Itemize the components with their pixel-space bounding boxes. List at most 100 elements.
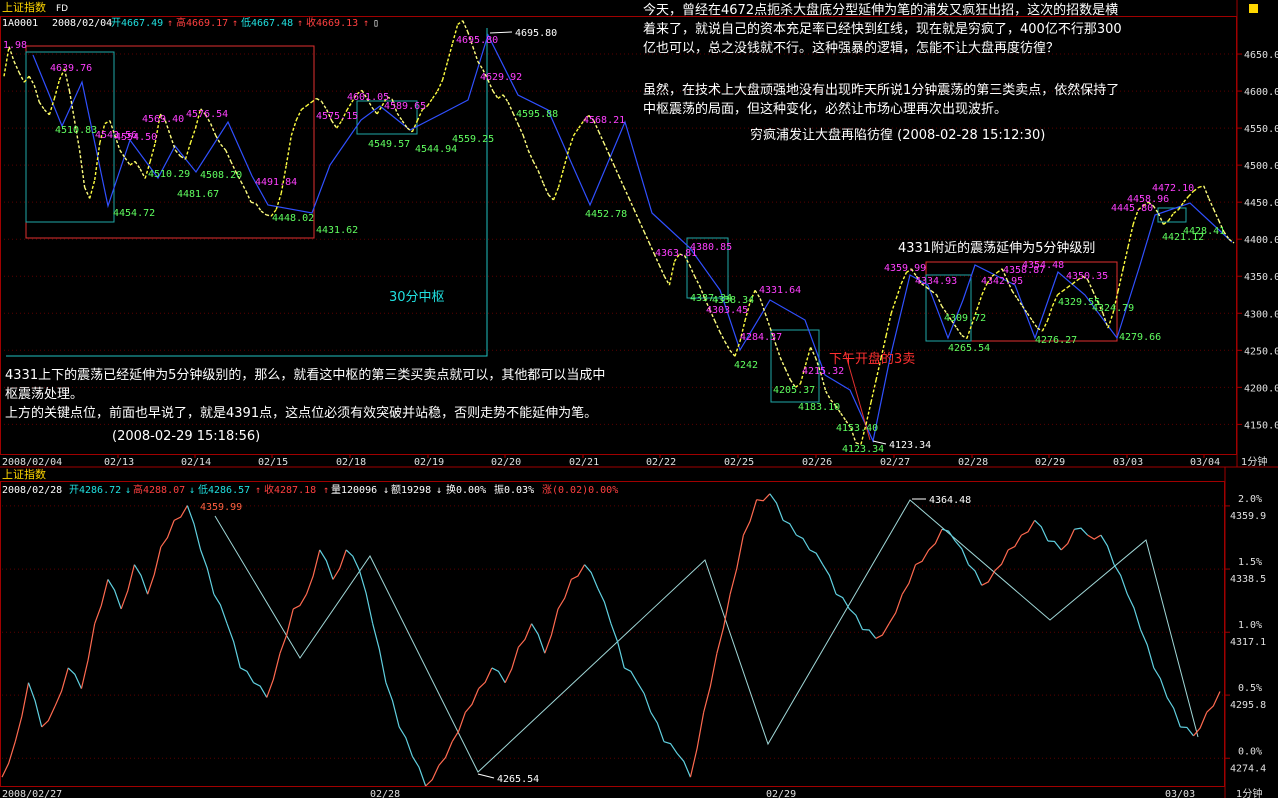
top-series-segment (164, 120, 172, 136)
top-series-segment (830, 399, 837, 407)
top-series-segment (729, 349, 736, 357)
top-series-segment (890, 298, 897, 314)
top-series-segment (381, 96, 388, 107)
bottom-y-price-label: 4317.1 (1230, 637, 1266, 648)
top-series-segment (411, 120, 418, 133)
bottom-series-segment (120, 564, 135, 610)
bottom-series-segment (451, 712, 466, 743)
top-series-segment (1188, 190, 1195, 197)
top-series-segment (759, 298, 766, 314)
bottom-series-segment (186, 505, 202, 551)
bottom-series-segment (835, 593, 850, 610)
bottom-series-segment (1193, 711, 1208, 737)
label-4350-35: 4350.35 (1066, 271, 1108, 282)
bottom-series-segment (636, 682, 652, 713)
top-series-segment (557, 168, 565, 188)
bottom-series-segment (398, 726, 413, 757)
top-close-arrow: ↑ (363, 18, 369, 29)
bottom-series-segment (729, 535, 744, 595)
top-series-segment (598, 131, 605, 144)
top-series-segment (1198, 185, 1204, 189)
pivot-box-cyan-1 (25, 51, 115, 223)
top-series-segment (8, 46, 15, 62)
top-series-segment (431, 90, 439, 99)
bottom-series-segment (478, 667, 493, 690)
bottom-series (1, 493, 1221, 787)
top-series-segment (73, 120, 81, 151)
top-series-segment (603, 142, 610, 155)
bottom-close: 收4287.18 (264, 483, 316, 496)
top-series-segment (709, 309, 716, 321)
top-series-segment (1087, 279, 1094, 292)
top-y-tick-label: 4650.0 (1244, 50, 1278, 61)
top-low-arrow: ↑ (297, 18, 303, 29)
top-series-segment (139, 168, 146, 179)
top-series-segment (351, 93, 358, 103)
top-series-segment (699, 285, 706, 299)
note-left-date: (2008-02-29 15:18:56) (112, 429, 260, 444)
top-series-segment (366, 98, 373, 108)
top-series-segment (482, 69, 489, 81)
bottom-series-segment (517, 623, 533, 648)
top-series-segment (946, 312, 953, 322)
top-series-segment (306, 101, 312, 107)
top-series-segment (124, 157, 131, 166)
scroll-handle[interactable] (1249, 4, 1258, 13)
top-x-tick-label: 02/26 (802, 457, 832, 468)
top-period-label: 1分钟 (1241, 455, 1267, 468)
bottom-series-segment (610, 623, 625, 669)
bottom-series-segment (94, 579, 109, 624)
leader-4695-80 (489, 31, 513, 34)
label-4329-55: 4329.55 (1058, 297, 1100, 308)
top-series-segment (144, 161, 151, 179)
top-series-segment (401, 120, 408, 129)
bottom-series-segment (425, 765, 440, 787)
bottom-series-segment (809, 549, 824, 565)
bottom-series-segment (796, 534, 811, 551)
top-series-segment (961, 334, 968, 340)
bottom-series-segment (968, 564, 983, 586)
top-series-segment (981, 283, 988, 296)
top-high-arrow: ↑ (232, 18, 238, 29)
top-x-tick-label: 02/21 (569, 457, 599, 468)
top-series-segment (497, 94, 504, 100)
top-series-segment (3, 46, 10, 77)
bottom-series-segment (1206, 691, 1221, 713)
top-series-segment (573, 127, 580, 136)
pivot-box-cyan-4 (770, 329, 820, 403)
label-bottom-4265-54: 4265.54 (497, 774, 539, 785)
label-4279-66: 4279.66 (1119, 332, 1161, 343)
top-series-segment (200, 108, 207, 116)
top-y-tick-label: 4500.0 (1244, 161, 1278, 172)
bottom-y-pct-label: 0.5% (1238, 683, 1262, 694)
label-4337-34: 4337.34 (690, 293, 732, 304)
bottom-gridlines (2, 505, 1224, 759)
note-right-p1-line1: 今天，曾经在4672点扼杀大盘底分型延伸为笔的浦发又疯狂出招，这次的招数是横 (643, 2, 1118, 18)
top-series-segment (255, 203, 262, 212)
bottom-y-price-label: 4274.4 (1230, 763, 1266, 774)
top-series-segment (1152, 205, 1159, 214)
label-4205-37: 4205.37 (773, 385, 815, 396)
top-series-segment (1072, 279, 1079, 285)
top-series-segment (174, 149, 181, 157)
label-4569-40: 4569.40 (142, 114, 184, 125)
bottom-series-segment (1180, 726, 1194, 737)
top-x-tick-label: 03/03 (1113, 457, 1143, 468)
top-series-segment (739, 320, 746, 342)
bottom-low-arrow: ↑ (255, 485, 261, 496)
top-series-segment (593, 120, 600, 133)
bottom-series-segment (742, 499, 758, 536)
bottom-series-segment (358, 570, 374, 624)
top-series-segment (850, 427, 857, 444)
bottom-series-segment (504, 647, 519, 683)
top-series-segment (1016, 298, 1023, 307)
top-series-segment (457, 20, 464, 25)
bottom-series-segment (27, 682, 43, 728)
top-series-segment (865, 401, 872, 425)
top-series-segment (769, 327, 776, 344)
top-high: 高4669.17 (176, 16, 228, 29)
top-series-segment (235, 171, 242, 182)
note-left-line3: 上方的关键点位，前面也早说了，就是4391点，这点位必须有效突破并站稳，否则走势… (5, 405, 597, 421)
top-series-segment (855, 442, 862, 446)
top-series-segment (1077, 275, 1084, 281)
